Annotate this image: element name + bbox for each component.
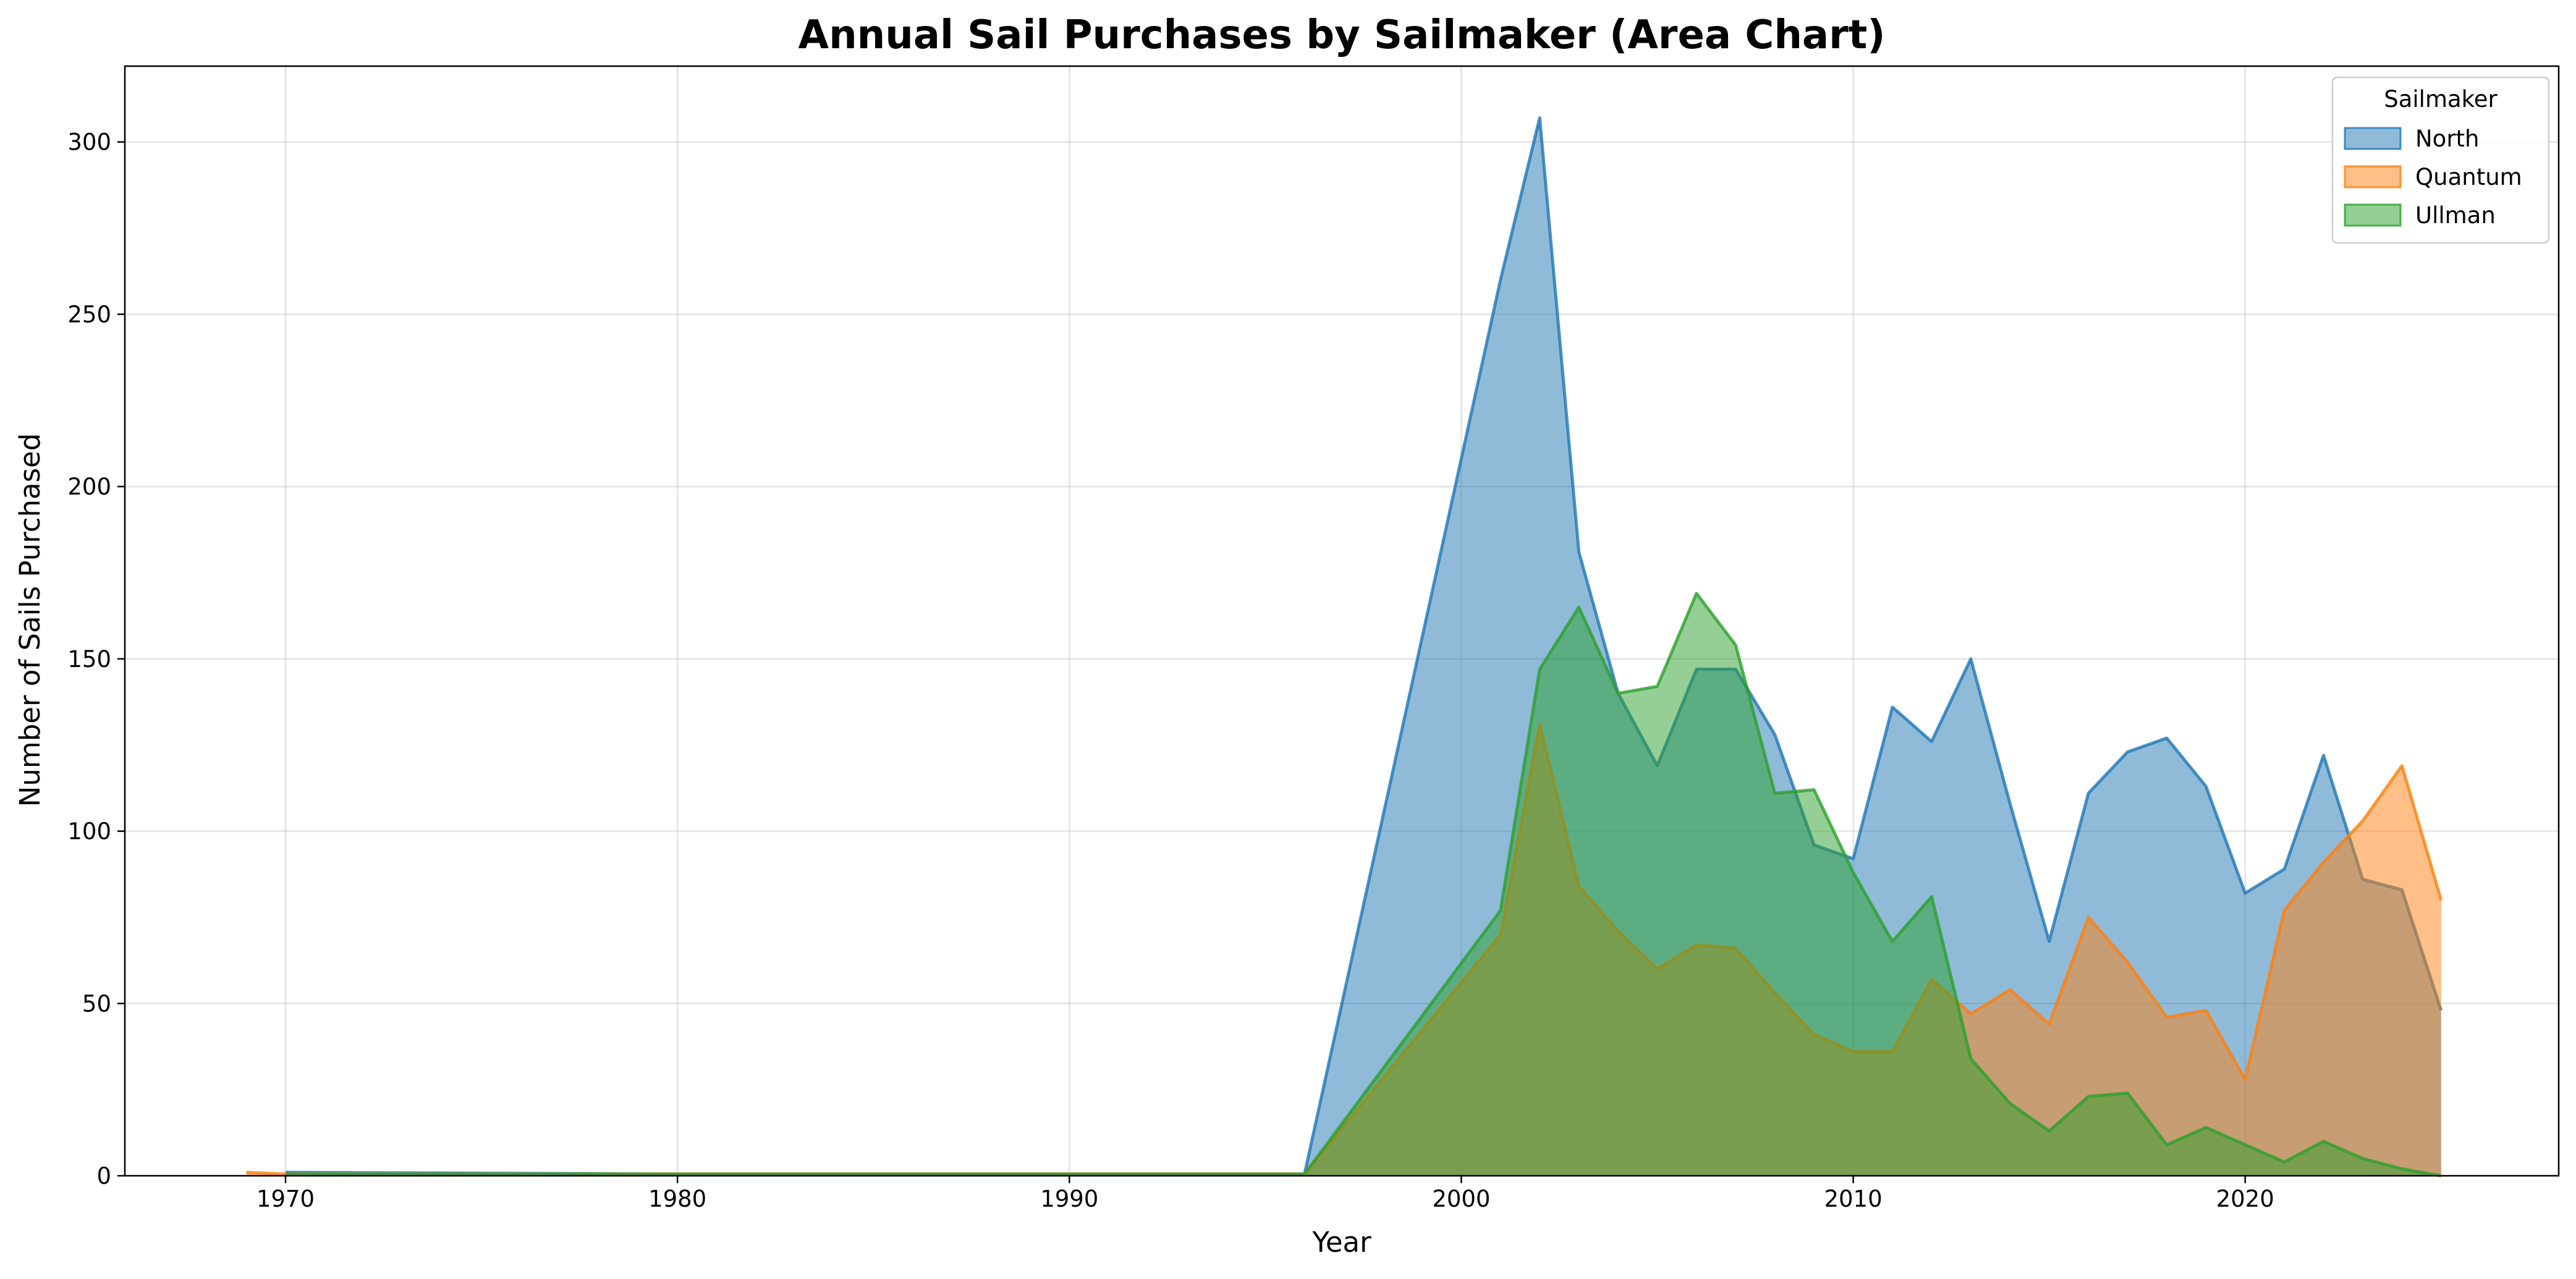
x-tick-label: 2010 [1824, 1186, 1882, 1212]
y-tick-label: 150 [67, 646, 111, 673]
legend: Sailmaker North Quantum Ullman [2331, 76, 2550, 244]
line-north [285, 116, 2443, 1176]
area-ullman [285, 593, 2441, 1176]
x-axis: 1970 1980 1990 2000 2010 2020 [256, 1176, 2274, 1212]
y-tick-label: 100 [67, 818, 111, 845]
legend-frame [2331, 76, 2550, 244]
y-tick-label: 250 [67, 301, 111, 328]
y-axis-label: Number of Sails Purchased [14, 433, 46, 807]
y-tick-label: 0 [96, 1163, 111, 1189]
x-tick-label: 2000 [1432, 1186, 1490, 1212]
x-tick-label: 1990 [1040, 1186, 1098, 1212]
legend-label-ullman: Ullman [2415, 202, 2496, 229]
y-axis: 0 50 100 150 200 250 300 [67, 129, 125, 1189]
legend-title: Sailmaker [2384, 86, 2498, 113]
legend-swatch-north [2344, 127, 2402, 150]
axes-frame [124, 65, 2560, 1177]
chart-title: Annual Sail Purchases by Sailmaker (Area… [799, 12, 1886, 58]
legend-swatch-ullman [2344, 203, 2402, 227]
y-tick-label: 300 [67, 129, 111, 156]
plot-frame [124, 65, 2560, 1177]
y-tick-label: 200 [67, 474, 111, 500]
y-tick-label: 50 [82, 990, 111, 1017]
x-tick-label: 1980 [648, 1186, 706, 1212]
area-north [285, 117, 2441, 1176]
series-areas [246, 116, 2443, 1178]
legend-label-north: North [2415, 125, 2479, 152]
legend-swatch-quantum [2344, 165, 2402, 189]
x-axis-label: Year [1311, 1226, 1371, 1259]
x-tick-label: 1970 [256, 1186, 315, 1212]
line-ullman [285, 592, 2442, 1178]
x-tick-label: 2020 [2216, 1186, 2274, 1212]
legend-label-quantum: Quantum [2415, 164, 2522, 190]
